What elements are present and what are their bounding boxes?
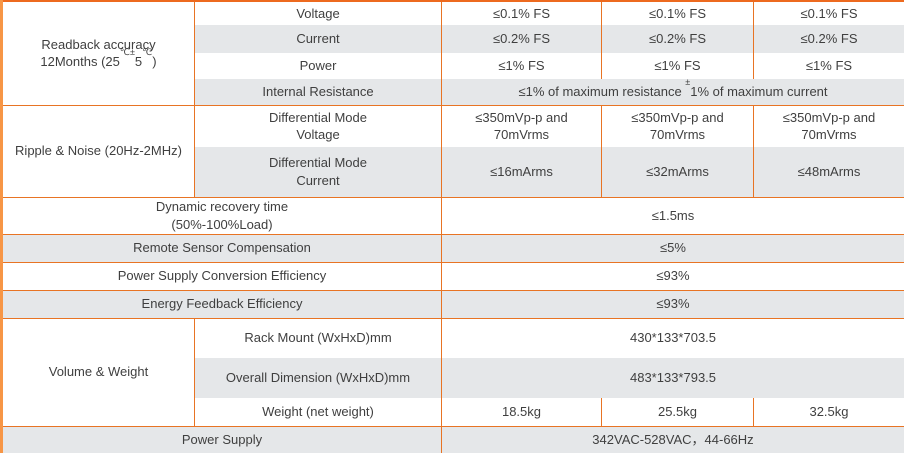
celsius-sup: ℃± [119,47,135,58]
conversion-efficiency-label-cell: Power Supply Conversion Efficiency [1,261,442,290]
weight-param-cell: Weight (net weight) [194,398,442,426]
overall-dimension-param-cell: Overall Dimension (WxHxD)mm [194,358,442,398]
row-ripple-diff-voltage: Ripple & Noise (20Hz-2MHz) Differential … [1,104,904,197]
row-dynamic-recovery: Dynamic recovery time (50%-100%Load) ≤1.… [1,196,904,234]
row-remote-sensor: Remote Sensor Compensation ≤5% [1,233,904,262]
diff-current-value-cell-3: ≤48mArms [753,147,904,197]
voltage-value-cell-2: ≤0.1% FS [601,1,754,25]
dynamic-recovery-value-cell: ≤1.5ms [441,196,904,234]
readback-months-label: 12Months (25℃±5℃) [40,47,157,70]
remote-sensor-label-cell: Remote Sensor Compensation [1,233,442,262]
power-value-cell-3: ≤1% FS [753,53,904,79]
current-value-cell-2: ≤0.2% FS [601,25,754,53]
row-rack-mount: Volume & Weight Rack Mount (WxHxD)mm 430… [1,317,904,426]
row-conversion-efficiency: Power Supply Conversion Efficiency ≤93% [1,261,904,290]
diff-voltage-value-cell-2: ≤350mVp-p and 70mVrms [601,104,754,147]
diff-voltage-value-cell-3: ≤350mVp-p and 70mVrms [753,104,904,147]
celsius-sup: ℃ [142,47,153,58]
weight-value-cell-1: 18.5kg [441,398,602,426]
row-weight: Weight (net weight) 18.5kg 25.5kg 32.5kg [2,398,904,426]
voltage-value-cell-1: ≤0.1% FS [441,1,602,25]
conversion-efficiency-value-cell: ≤93% [441,261,904,290]
dynamic-recovery-label-cell: Dynamic recovery time (50%-100%Load) [1,196,442,234]
feedback-efficiency-value-cell: ≤93% [441,289,904,318]
row-readback-power: Power ≤1% FS ≤1% FS ≤1% FS [2,53,904,79]
ripple-noise-header-cell: Ripple & Noise (20Hz-2MHz) [1,104,195,197]
rack-mount-value-cell: 430*133*703.5 [441,317,904,358]
feedback-efficiency-label-cell: Energy Feedback Efficiency [1,289,442,318]
voltage-param-cell: Voltage [194,1,442,25]
row-ripple-diff-current: Differential Mode Current ≤16mArms ≤32mA… [2,147,904,197]
current-value-cell-3: ≤0.2% FS [753,25,904,53]
diff-current-value-cell-2: ≤32mArms [601,147,754,197]
internal-resistance-param-cell: Internal Resistance [194,79,442,105]
row-feedback-efficiency: Energy Feedback Efficiency ≤93% [1,289,904,318]
power-param-cell: Power [194,53,442,79]
row-overall-dimension: Overall Dimension (WxHxD)mm 483*133*793.… [2,358,904,398]
volume-weight-header-cell: Volume & Weight [1,317,195,426]
diff-mode-voltage-param-cell: Differential Mode Voltage [194,104,442,147]
row-readback-current: Current ≤0.2% FS ≤0.2% FS ≤0.2% FS [2,25,904,53]
remote-sensor-value-cell: ≤5% [441,233,904,262]
diff-current-value-cell-1: ≤16mArms [441,147,602,197]
diff-voltage-value-cell-1: ≤350mVp-p and 70mVrms [441,104,602,147]
internal-resistance-value-cell: ≤1% of maximum resistance ±1% of maximum… [441,79,904,105]
current-value-cell-1: ≤0.2% FS [441,25,602,53]
row-internal-resistance: Internal Resistance ≤1% of maximum resis… [2,79,904,105]
power-value-cell-2: ≤1% FS [601,53,754,79]
weight-value-cell-3: 32.5kg [753,398,904,426]
row-readback-voltage: Readback accuracy 12Months (25℃±5℃) Volt… [1,1,904,105]
plus-minus-sup: ± [685,79,691,87]
readback-accuracy-label: Readback accuracy [41,36,156,52]
power-supply-label-cell: Power Supply [1,425,442,453]
weight-value-cell-2: 25.5kg [601,398,754,426]
power-value-cell-1: ≤1% FS [441,53,602,79]
overall-dimension-value-cell: 483*133*793.5 [441,358,904,398]
voltage-value-cell-3: ≤0.1% FS [753,1,904,25]
rack-mount-param-cell: Rack Mount (WxHxD)mm [194,317,442,358]
readback-accuracy-header-cell: Readback accuracy 12Months (25℃±5℃) [1,1,195,105]
row-power-supply: Power Supply 342VAC-528VAC，44-66Hz [1,425,904,453]
diff-mode-current-param-cell: Differential Mode Current [194,147,442,197]
power-supply-value-cell: 342VAC-528VAC，44-66Hz [441,425,904,453]
current-param-cell: Current [194,25,442,53]
